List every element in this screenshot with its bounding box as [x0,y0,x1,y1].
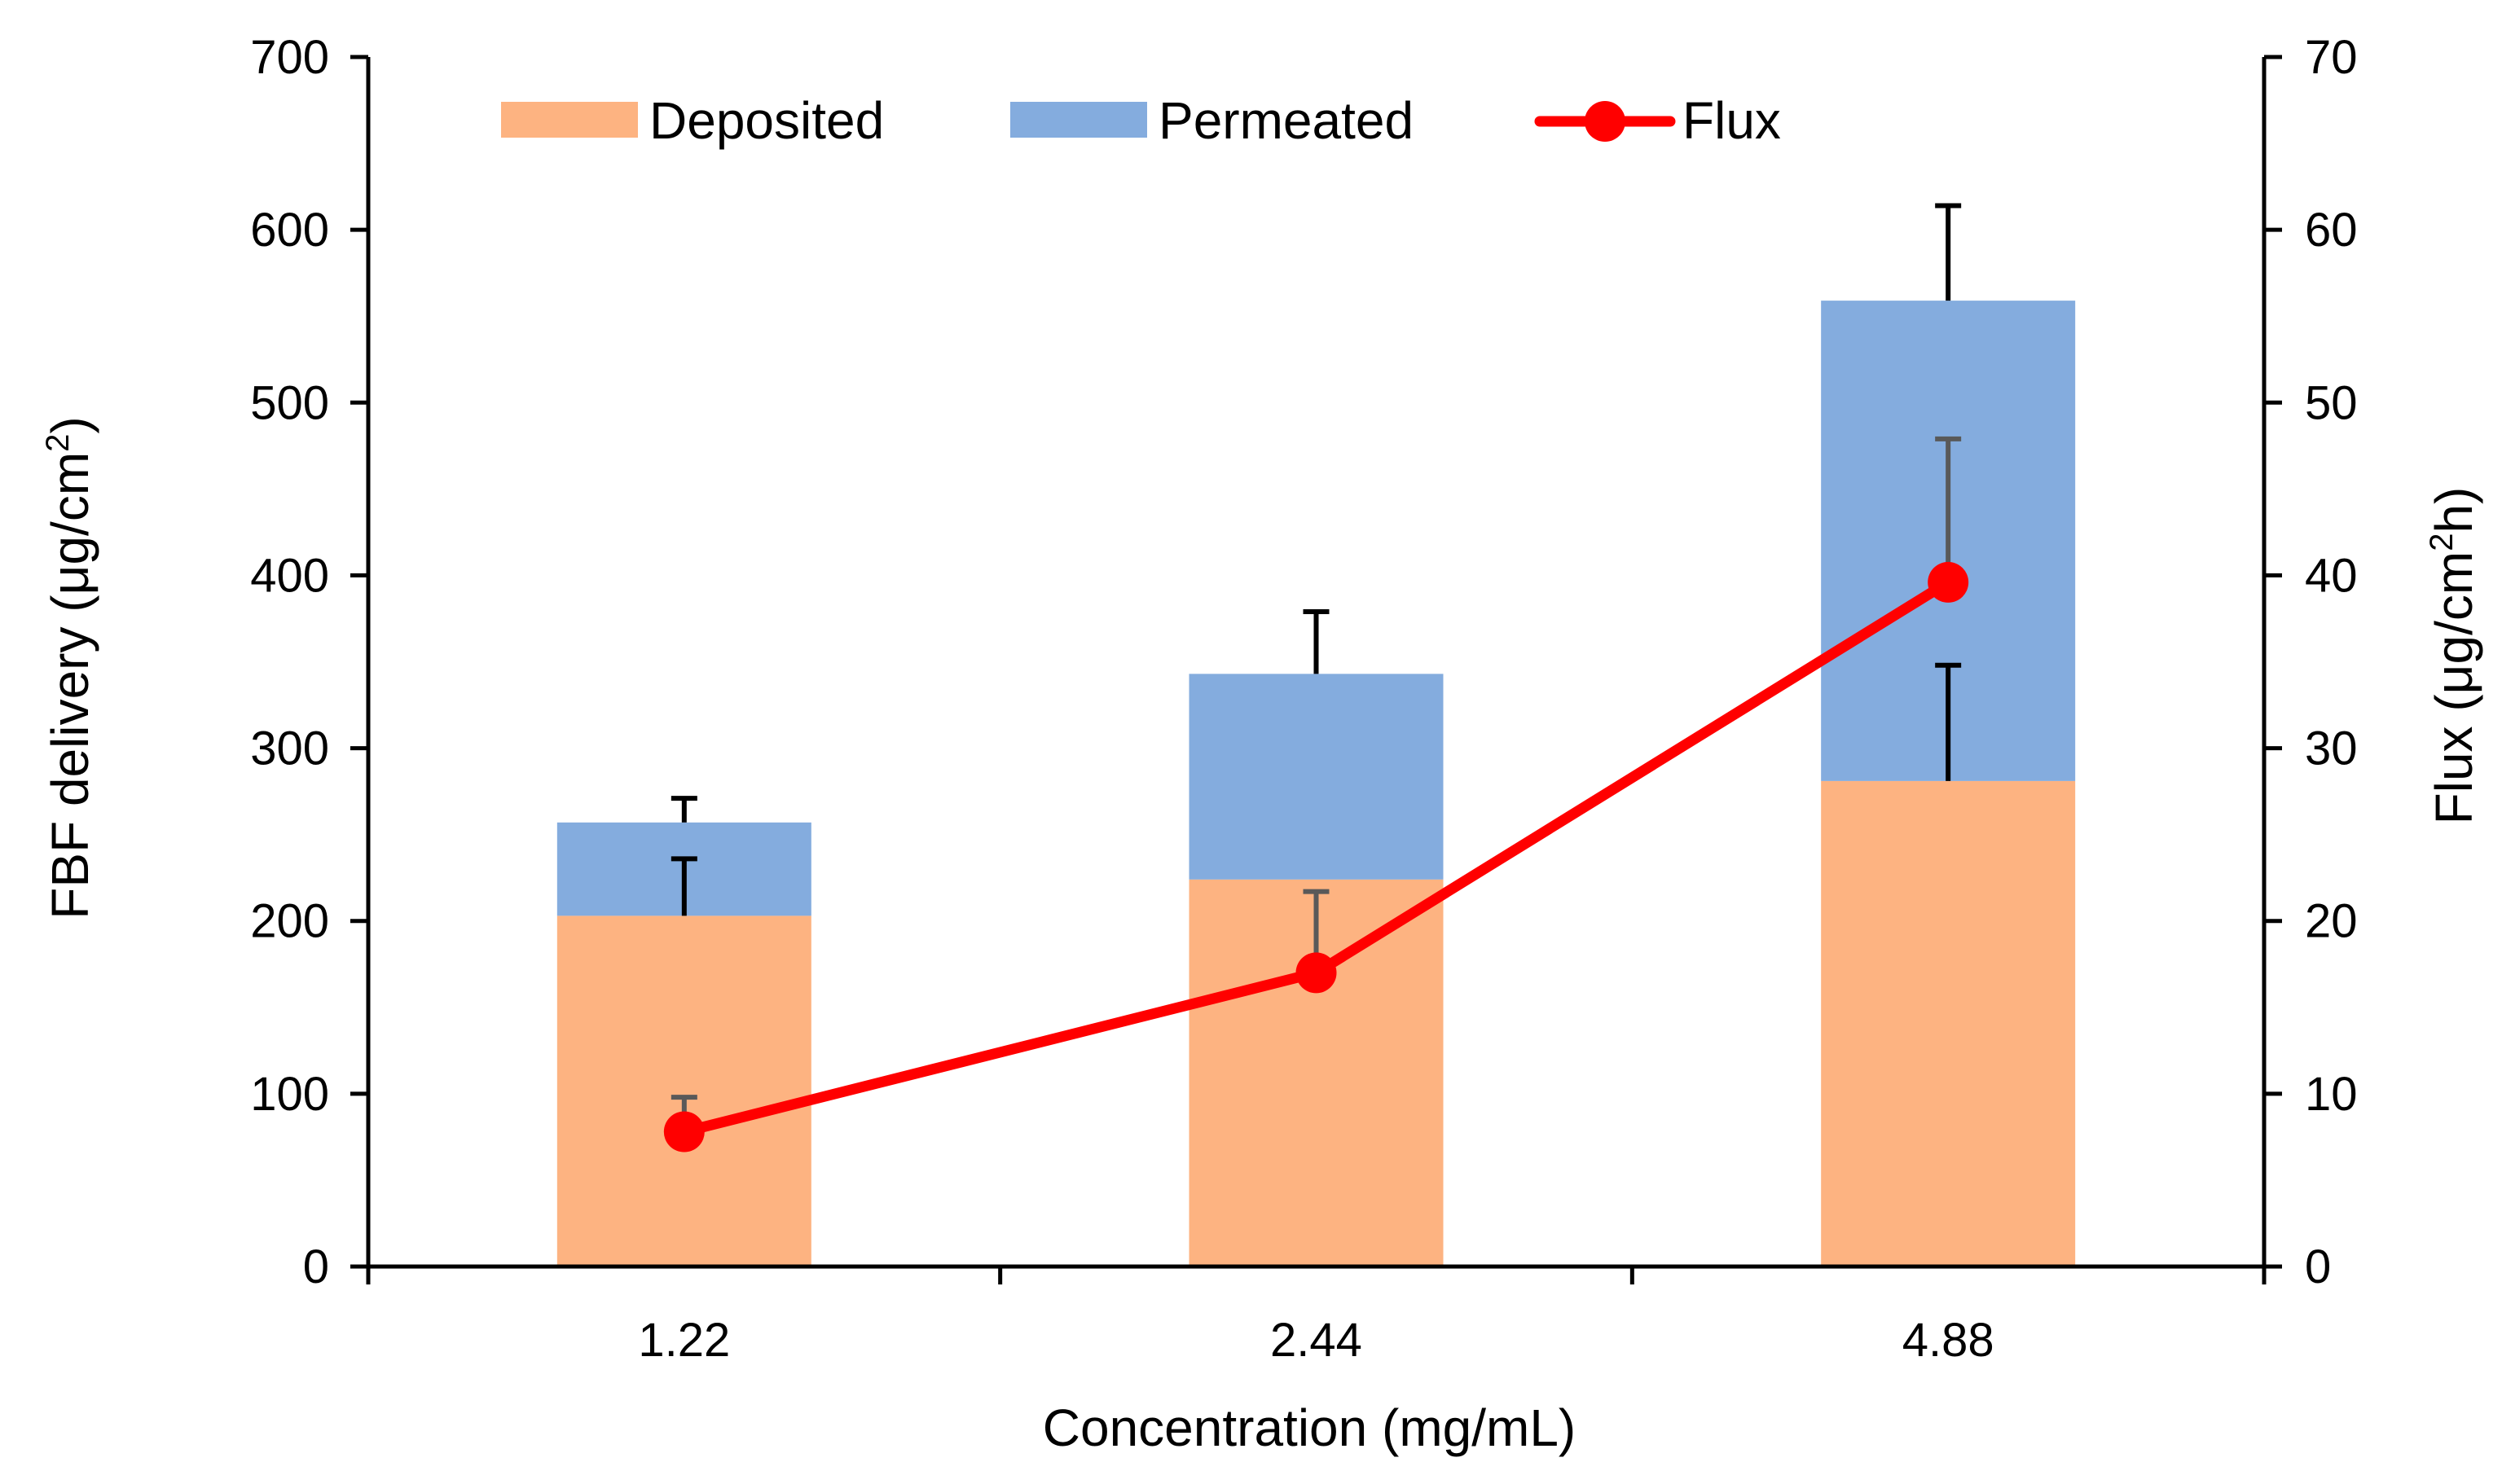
flux-point-2.44 [1295,952,1337,994]
x-tick-label-2.44: 2.44 [1270,1314,1362,1367]
y2-tick-label-20: 20 [2305,895,2358,948]
errorbar-permeated-1.22 [671,796,697,823]
bar-deposited-4.88 [1821,780,2076,1267]
y-axis-title: FBF delivery (μg/cm2) [40,416,99,919]
x-tick-label-1.22: 1.22 [638,1314,730,1367]
axes-layer: 0 100 200 300 400 500 600 700 0 10 20 30 40 50 60 70 1.2… [250,31,2357,1367]
x-tick-label-4.88: 4.88 [1902,1314,1994,1367]
y-tick-label-600: 600 [250,204,329,257]
x-axis-title: Concentration (mg/mL) [1043,1398,1576,1457]
flux-line-layer [663,561,1969,1153]
y2-axis-title-sup: 2 [2424,533,2460,551]
errorbar-permeated-4.88 [1935,203,1962,301]
errorbar-deposited-1.22 [671,856,697,916]
y-axis-title-sup: 2 [40,434,76,452]
y-tick-label-500: 500 [250,376,329,429]
errorbar-layer [671,203,1962,1132]
legend-marker-flux [1585,101,1625,142]
errorbar-flux-4.88 [1935,436,1962,582]
y-tick-label-100: 100 [250,1068,329,1121]
y-axis-title-tail: ) [41,416,99,433]
y2-tick-label-40: 40 [2305,549,2358,602]
legend-label-permeated: Permeated [1159,91,1414,150]
legend-label-deposited: Deposited [649,91,884,150]
bars-layer [556,301,2076,1267]
y-tick-label-200: 200 [250,895,329,948]
y2-axis-title: Flux (μg/cm2h) [2424,487,2483,825]
legend-swatch-deposited [501,102,638,138]
bar-permeated-2.44 [1189,674,1444,880]
y2-tick-label-50: 50 [2305,376,2358,429]
flux-point-1.22 [663,1111,705,1153]
y2-axis-title-main: Flux (μg/cm [2425,551,2483,825]
y2-tick-label-0: 0 [2305,1240,2331,1293]
y-tick-label-0: 0 [303,1240,329,1293]
legend-label-flux: Flux [1682,91,1781,150]
y-tick-label-300: 300 [250,722,329,775]
y2-tick-label-30: 30 [2305,722,2358,775]
bar-deposited-1.22 [556,915,811,1267]
y2-tick-label-10: 10 [2305,1068,2358,1121]
y-axis-title-main: FBF delivery (μg/cm [41,452,99,920]
flux-point-4.88 [1928,561,1969,603]
y2-tick-label-70: 70 [2305,31,2358,84]
legend-swatch-permeated [1010,102,1147,138]
y2-tick-label-60: 60 [2305,204,2358,257]
y-tick-label-400: 400 [250,549,329,602]
y2-axis-title-tail: h) [2425,487,2483,533]
errorbar-deposited-4.88 [1935,662,1962,781]
errorbar-permeated-2.44 [1303,608,1330,674]
y-tick-label-700: 700 [250,31,329,84]
legend: Deposited Permeated Flux [501,91,1781,150]
